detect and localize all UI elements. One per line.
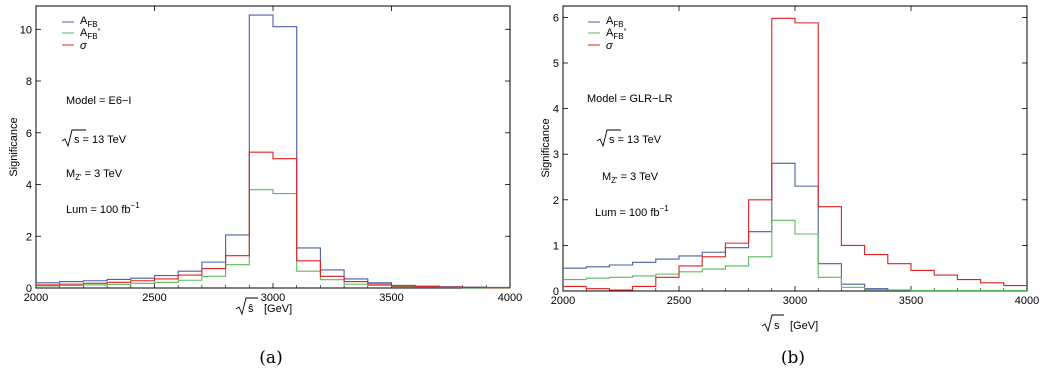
- caption-a: (a): [259, 348, 282, 368]
- x-tick-label-a-4: 4000: [498, 292, 522, 304]
- svg-text:s = 13 TeV: s = 13 TeV: [74, 134, 127, 146]
- y-tick-label-a-3: 6: [26, 128, 32, 140]
- x-axis-label-a: ŝ [GeV]: [235, 297, 292, 316]
- x-axis-label-b: s [GeV]: [761, 314, 818, 333]
- svg-text:s: s: [774, 320, 780, 332]
- y-tick-label-a-1: 2: [26, 231, 32, 243]
- x-tick-label-b-0: 2000: [551, 295, 575, 307]
- plot-frame-b: [562, 5, 1028, 292]
- x-tick-label-b-1: 2500: [667, 295, 691, 307]
- y-tick-label-b-3: 3: [553, 149, 559, 161]
- y-tick-label-a-4: 8: [26, 76, 32, 88]
- y-tick-label-b-2: 2: [553, 195, 559, 207]
- y-tick-label-a-5: 10: [20, 24, 32, 36]
- series-group-a: [36, 14, 510, 289]
- annotation-mass-b: MZ' = 3 TeV: [602, 171, 659, 185]
- x-tick-label-a-3: 3500: [379, 292, 403, 304]
- y-axis-label-a: Significance: [8, 117, 20, 176]
- y-tick-label-b-1: 1: [553, 240, 559, 252]
- caption-b: (b): [781, 348, 805, 368]
- x-ticks-b: 2000 2500 3000 3500 4000: [551, 6, 1039, 307]
- legend-b: AFB AFB* σ: [588, 15, 627, 52]
- series-line-a-2: [36, 151, 510, 289]
- x-tick-label-b-4: 4000: [1015, 295, 1039, 307]
- legend-label-afbstar-a: AFB*: [80, 27, 101, 41]
- y-ticks-a: 0 2 4 6 8 10: [20, 24, 510, 295]
- annotation-model-a: Model = E6−I: [66, 95, 131, 107]
- annotation-model-b: Model = GLR−LR: [587, 93, 673, 105]
- y-tick-label-b-6: 6: [553, 12, 559, 24]
- x-ticks-a: 2000 2500 3000 3500 4000: [24, 6, 522, 304]
- plot-frame-a: [35, 5, 511, 289]
- annotation-sqrts-b: s = 13 TeV: [596, 129, 662, 148]
- annotations-a: Model = E6−I s = 13 TeV MZ' = 3 TeV Lum …: [61, 95, 140, 216]
- series-line-a-0: [36, 14, 510, 289]
- svg-text:[GeV]: [GeV]: [790, 320, 818, 332]
- y-tick-label-b-5: 5: [553, 58, 559, 70]
- y-tick-label-a-2: 4: [26, 180, 32, 192]
- x-tick-label-a-0: 2000: [24, 292, 48, 304]
- series-line-b-1: [563, 219, 1027, 292]
- x-tick-label-b-3: 3500: [899, 295, 923, 307]
- series-line-b-2: [563, 17, 1027, 291]
- y-tick-label-b-0: 0: [553, 286, 559, 298]
- annotations-b: Model = GLR−LR s = 13 TeV MZ' = 3 TeV Lu…: [587, 93, 673, 219]
- annotation-mass-a: MZ' = 3 TeV: [66, 168, 123, 182]
- y-ticks-b: 0 1 2 3 4 5 6: [553, 12, 1027, 298]
- x-tick-label-a-1: 2500: [142, 292, 166, 304]
- annotation-lum-b: Lum = 100 fb−1: [595, 204, 669, 219]
- y-tick-label-a-0: 0: [26, 283, 32, 295]
- legend-label-afbstar-b: AFB*: [606, 27, 627, 41]
- x-tick-label-a-2: 3000: [261, 292, 285, 304]
- legend-a: AFB AFB* σ: [62, 15, 101, 52]
- series-group-b: [563, 17, 1027, 292]
- annotation-sqrts-a: s = 13 TeV: [61, 129, 127, 148]
- svg-text:ŝ: ŝ: [248, 303, 254, 315]
- y-tick-label-b-4: 4: [553, 104, 559, 116]
- legend-label-sigma-b: σ: [606, 40, 613, 52]
- x-tick-label-b-2: 3000: [783, 295, 807, 307]
- svg-text:s = 13 TeV: s = 13 TeV: [609, 134, 662, 146]
- annotation-lum-a: Lum = 100 fb−1: [66, 201, 140, 216]
- legend-label-sigma-a: σ: [80, 40, 87, 52]
- y-axis-label-b: Significance: [540, 118, 552, 177]
- svg-text:[GeV]: [GeV]: [264, 303, 292, 315]
